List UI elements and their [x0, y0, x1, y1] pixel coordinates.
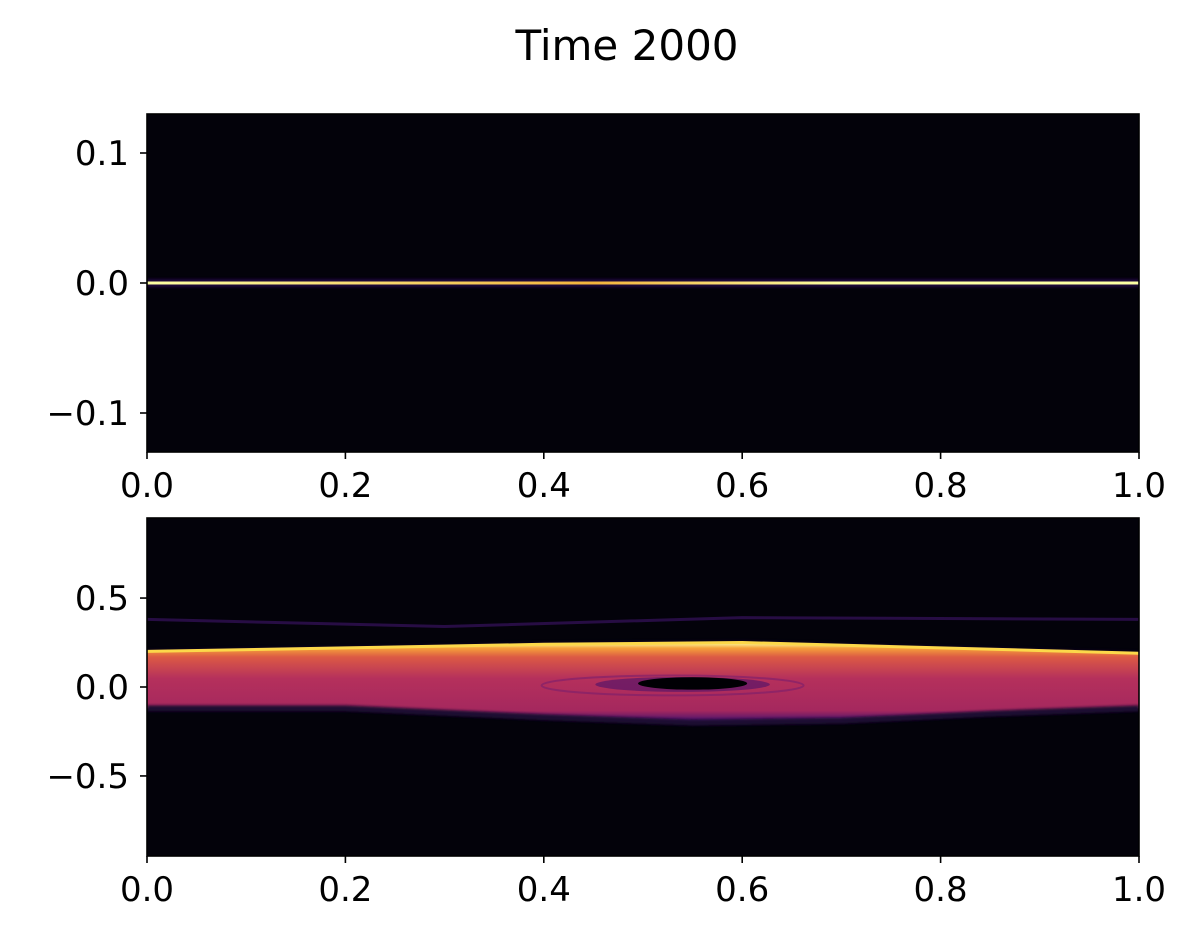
y-tick-label: 0.0	[75, 668, 129, 708]
x-tick-label: 0.6	[715, 870, 769, 910]
band-lower-edge	[147, 705, 1139, 726]
void-ring	[540, 674, 805, 697]
x-tick-label: 0.2	[318, 870, 372, 910]
heatmap-image	[147, 114, 1139, 452]
faint-line	[147, 616, 1139, 629]
y-tick-label: −0.1	[46, 394, 129, 434]
x-tick-label: 0.4	[517, 466, 571, 506]
x-tick-label: 0.8	[914, 466, 968, 506]
x-tick-label: 0.4	[517, 870, 571, 910]
x-tick-label: 0.8	[914, 870, 968, 910]
y-tick-label: −0.5	[46, 757, 129, 797]
y-tick-label: 0.1	[75, 134, 129, 174]
x-tick-label: 0.2	[318, 466, 372, 506]
band-upper-edge	[147, 641, 1139, 655]
heatmap-image	[147, 518, 1139, 856]
top-heatmap-panel: 0.0 0.2 0.4 0.6 0.8 1.0 0.1 0.0 −0.1	[46, 113, 1166, 506]
dark-void	[638, 677, 748, 690]
x-tick-label: 0.0	[120, 870, 174, 910]
y-tick-label: 0.5	[75, 579, 129, 619]
bottom-heatmap-panel: 0.0 0.2 0.4 0.6 0.8 1.0 0.5 0.0 −0.5	[46, 517, 1166, 910]
y-tick-label: 0.0	[75, 264, 129, 304]
x-tick-label: 0.6	[715, 466, 769, 506]
bright-band	[147, 281, 1139, 285]
figure-title: Time 2000	[514, 21, 738, 70]
x-tick-label: 0.0	[120, 466, 174, 506]
x-tick-label: 1.0	[1112, 870, 1166, 910]
x-tick-label: 1.0	[1112, 466, 1166, 506]
